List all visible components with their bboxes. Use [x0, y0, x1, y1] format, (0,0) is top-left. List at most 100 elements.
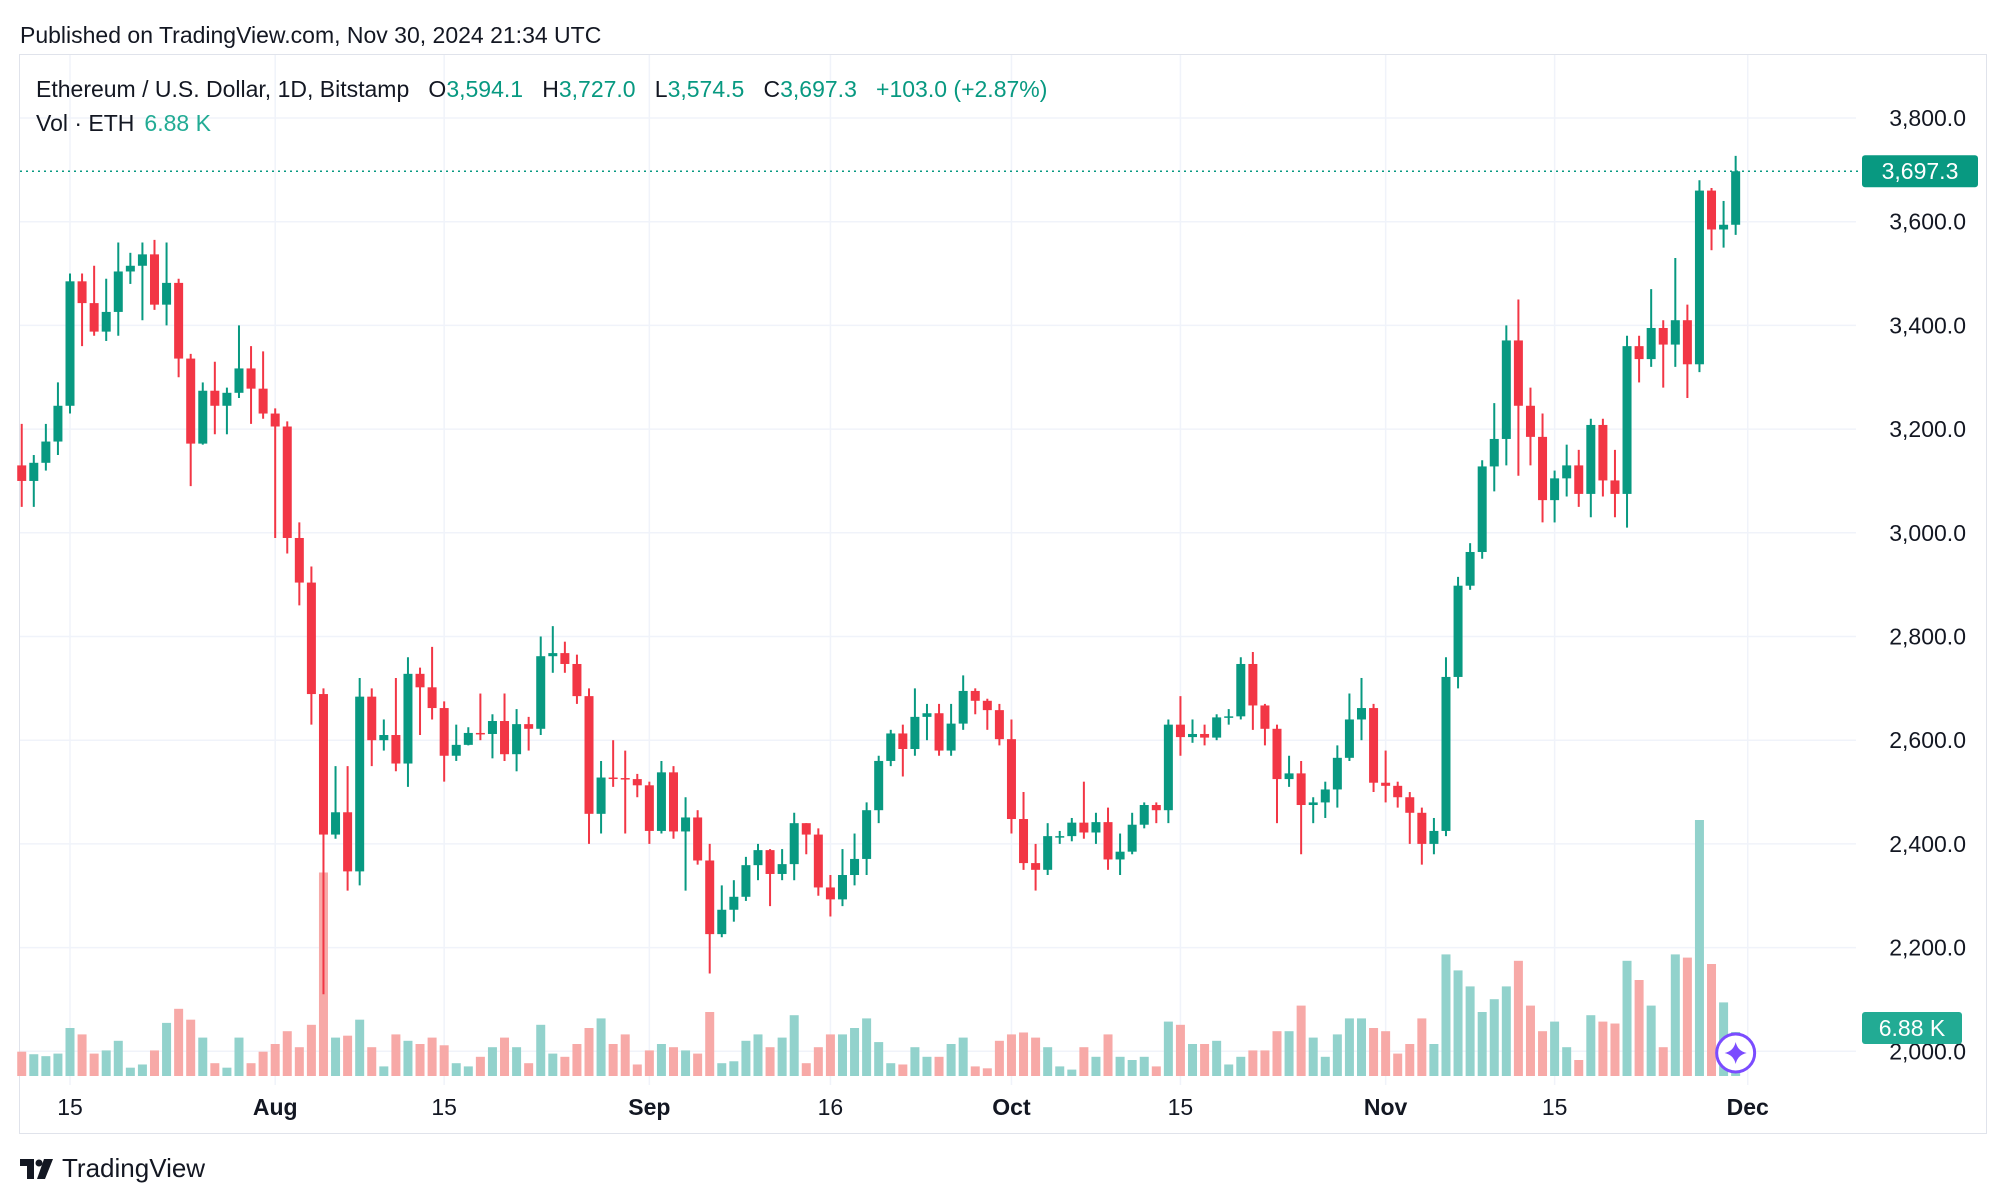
candle-body	[789, 823, 799, 865]
volume-bar	[391, 1034, 401, 1076]
volume-bar	[1043, 1047, 1053, 1076]
volume-bar	[970, 1066, 980, 1076]
candle-body	[1188, 733, 1198, 738]
volume-bar	[1670, 954, 1680, 1076]
volume-bar	[270, 1044, 280, 1076]
candle-body	[246, 368, 256, 389]
candle-body	[922, 713, 932, 717]
candle-body	[427, 687, 437, 709]
volume-bar	[17, 1051, 27, 1076]
y-tick-label: 3,600.0	[1889, 209, 1966, 235]
volume-bar	[1248, 1050, 1258, 1076]
volume-bar	[548, 1053, 558, 1076]
volume-bar	[1272, 1031, 1282, 1076]
volume-bar	[572, 1044, 582, 1076]
candle-body	[294, 537, 304, 583]
volume-bar	[1634, 980, 1644, 1076]
candle-body	[1489, 438, 1499, 467]
tradingview-brand[interactable]: TradingView	[20, 1153, 205, 1184]
volume-bar	[874, 1042, 884, 1076]
candle-body	[113, 271, 123, 312]
volume-bar	[331, 1037, 341, 1076]
candle-body	[1719, 224, 1729, 230]
volume-bar	[753, 1034, 763, 1076]
candle-body	[282, 426, 292, 538]
volume-bar	[693, 1053, 703, 1076]
candle-body	[89, 303, 99, 332]
last-volume-badge	[1862, 1012, 1962, 1044]
candle-body	[1320, 789, 1330, 803]
candle-body	[729, 896, 739, 910]
volume-bar	[729, 1061, 739, 1076]
candle-body	[910, 716, 920, 750]
volume-bar	[922, 1056, 932, 1076]
volume-bar	[1381, 1031, 1391, 1076]
volume-bar	[198, 1037, 208, 1076]
candle-body	[777, 864, 787, 874]
candle-body	[512, 724, 522, 755]
volume-bar	[1006, 1034, 1016, 1076]
volume-bar	[741, 1040, 751, 1076]
candle-body	[198, 390, 208, 444]
volume-bar	[1200, 1044, 1210, 1076]
volume-bar	[246, 1063, 256, 1076]
candle-body	[1562, 465, 1572, 479]
volume-bar	[162, 1022, 172, 1076]
high-value: 3,727.0	[558, 76, 636, 102]
volume-bar	[1151, 1066, 1161, 1076]
volume-bar	[1115, 1056, 1125, 1076]
candle-body	[596, 777, 606, 814]
volume-bar	[1610, 1023, 1620, 1076]
candle-body	[608, 777, 618, 780]
candle-body	[1393, 785, 1403, 798]
x-tick-label: 15	[431, 1094, 457, 1120]
volume-bar	[717, 1063, 727, 1076]
tradingview-logo-icon	[20, 1158, 53, 1179]
candle-body	[451, 744, 461, 756]
volume-bar	[1707, 964, 1717, 1076]
volume-bar	[113, 1040, 123, 1076]
volume-bar	[1055, 1066, 1065, 1076]
volume-bar	[946, 1044, 956, 1076]
volume-bar	[837, 1034, 847, 1076]
candle-body	[1224, 716, 1234, 718]
candle-body	[355, 696, 365, 872]
volume-bar	[1465, 986, 1475, 1076]
volume-bar	[765, 1047, 775, 1076]
volume-bar	[1031, 1037, 1041, 1076]
candle-body	[1151, 805, 1161, 811]
volume-bar	[1175, 1024, 1185, 1076]
candle-body	[656, 772, 666, 831]
volume-bar	[994, 1040, 1004, 1076]
candle-body	[306, 582, 316, 695]
x-tick-label: Nov	[1364, 1094, 1408, 1120]
candle-body	[270, 413, 280, 427]
candle-body	[379, 735, 389, 741]
candle-body	[1453, 585, 1463, 677]
volume-bar	[1224, 1064, 1234, 1076]
candle-body	[1670, 320, 1680, 345]
volume-bar	[1513, 960, 1523, 1076]
candle-body	[1127, 824, 1137, 852]
volume-bar	[355, 1019, 365, 1076]
volume-bar	[862, 1018, 872, 1076]
candle-body	[1610, 480, 1620, 494]
candle-body	[970, 690, 980, 701]
candle-body	[572, 663, 582, 697]
x-tick-label: Aug	[253, 1094, 298, 1120]
candle-body	[65, 281, 75, 406]
candle-body	[29, 462, 39, 481]
candle-body	[898, 733, 908, 750]
volume-bar	[1682, 957, 1692, 1076]
volume-bar	[463, 1066, 473, 1076]
volume-bar	[982, 1068, 992, 1076]
volume-bar	[1320, 1056, 1330, 1076]
candle-body	[753, 850, 763, 866]
volume-bar	[29, 1054, 39, 1076]
x-tick-label: Dec	[1727, 1094, 1769, 1120]
volume-bar	[403, 1040, 413, 1076]
volume-bar	[1405, 1044, 1415, 1076]
volume-bar	[1586, 1015, 1596, 1076]
volume-bar	[306, 1024, 316, 1076]
